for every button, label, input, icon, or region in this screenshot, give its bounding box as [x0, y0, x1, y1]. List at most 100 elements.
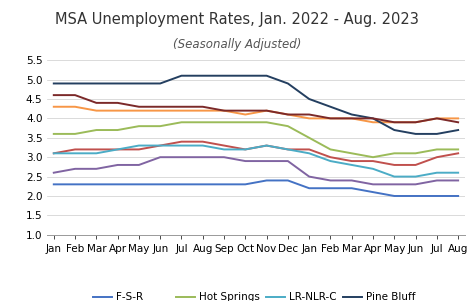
LR-NLR-C: [115, 147, 120, 151]
Jonesboro: [434, 179, 440, 182]
Hot Springs: [328, 147, 333, 151]
Pine Bluff: [456, 128, 461, 132]
Hot Springs: [136, 124, 142, 128]
Jonesboro: [136, 163, 142, 167]
LR-NLR-C: [370, 167, 376, 171]
F-S-R: [306, 186, 312, 190]
LR-NLR-C: [72, 151, 78, 155]
Hot Springs: [115, 128, 120, 132]
Texarkana: [264, 109, 269, 113]
Memphis: [434, 116, 440, 120]
Texarkana: [179, 105, 184, 109]
Pine Bluff: [200, 74, 206, 78]
Line: Pine Bluff: Pine Bluff: [54, 76, 458, 134]
Jonesboro: [306, 175, 312, 178]
Texarkana: [243, 109, 248, 113]
Fort Smith: [136, 147, 142, 151]
F-S-R: [200, 182, 206, 186]
Jonesboro: [370, 182, 376, 186]
Pine Bluff: [136, 82, 142, 85]
Memphis: [328, 116, 333, 120]
Pine Bluff: [72, 82, 78, 85]
Pine Bluff: [413, 132, 419, 136]
Fort Smith: [51, 151, 56, 155]
Hot Springs: [264, 120, 269, 124]
Texarkana: [200, 105, 206, 109]
Fort Smith: [243, 147, 248, 151]
Fort Smith: [221, 144, 227, 147]
Texarkana: [136, 105, 142, 109]
Jonesboro: [413, 182, 419, 186]
F-S-R: [456, 194, 461, 198]
Fort Smith: [456, 151, 461, 155]
Memphis: [413, 120, 419, 124]
Texarkana: [328, 116, 333, 120]
Memphis: [136, 109, 142, 113]
Memphis: [200, 109, 206, 113]
Fort Smith: [157, 144, 163, 147]
F-S-R: [72, 182, 78, 186]
Memphis: [179, 109, 184, 113]
Jonesboro: [115, 163, 120, 167]
Memphis: [370, 120, 376, 124]
LR-NLR-C: [328, 159, 333, 163]
LR-NLR-C: [392, 175, 397, 178]
Line: Fort Smith: Fort Smith: [54, 142, 458, 165]
Pine Bluff: [349, 113, 355, 116]
Hot Springs: [93, 128, 99, 132]
Memphis: [51, 105, 56, 109]
Hot Springs: [349, 151, 355, 155]
Pine Bluff: [306, 97, 312, 101]
Pine Bluff: [434, 132, 440, 136]
Hot Springs: [51, 132, 56, 136]
Texarkana: [115, 101, 120, 105]
Jonesboro: [243, 159, 248, 163]
Fort Smith: [434, 155, 440, 159]
Hot Springs: [72, 132, 78, 136]
LR-NLR-C: [200, 144, 206, 147]
Jonesboro: [392, 182, 397, 186]
Jonesboro: [179, 155, 184, 159]
Memphis: [115, 109, 120, 113]
Memphis: [349, 116, 355, 120]
Hot Springs: [179, 120, 184, 124]
LR-NLR-C: [93, 151, 99, 155]
Memphis: [285, 113, 291, 116]
Texarkana: [51, 93, 56, 97]
Hot Springs: [392, 151, 397, 155]
Jonesboro: [349, 179, 355, 182]
LR-NLR-C: [243, 147, 248, 151]
Memphis: [221, 109, 227, 113]
Hot Springs: [456, 147, 461, 151]
LR-NLR-C: [349, 163, 355, 167]
Text: MSA Unemployment Rates, Jan. 2022 - Aug. 2023: MSA Unemployment Rates, Jan. 2022 - Aug.…: [55, 12, 419, 27]
Pine Bluff: [157, 82, 163, 85]
Texarkana: [157, 105, 163, 109]
Line: Hot Springs: Hot Springs: [54, 122, 458, 157]
Fort Smith: [413, 163, 419, 167]
Pine Bluff: [51, 82, 56, 85]
Hot Springs: [200, 120, 206, 124]
Hot Springs: [434, 147, 440, 151]
Pine Bluff: [328, 105, 333, 109]
F-S-R: [328, 186, 333, 190]
Fort Smith: [392, 163, 397, 167]
LR-NLR-C: [157, 144, 163, 147]
Memphis: [243, 113, 248, 116]
F-S-R: [285, 179, 291, 182]
Fort Smith: [349, 159, 355, 163]
Texarkana: [306, 113, 312, 116]
Hot Springs: [370, 155, 376, 159]
Hot Springs: [157, 124, 163, 128]
LR-NLR-C: [136, 144, 142, 147]
Memphis: [264, 109, 269, 113]
Jonesboro: [51, 171, 56, 175]
Texarkana: [72, 93, 78, 97]
F-S-R: [370, 190, 376, 194]
LR-NLR-C: [285, 147, 291, 151]
Pine Bluff: [93, 82, 99, 85]
Line: F-S-R: F-S-R: [54, 181, 458, 196]
F-S-R: [115, 182, 120, 186]
Fort Smith: [370, 159, 376, 163]
Hot Springs: [306, 136, 312, 140]
